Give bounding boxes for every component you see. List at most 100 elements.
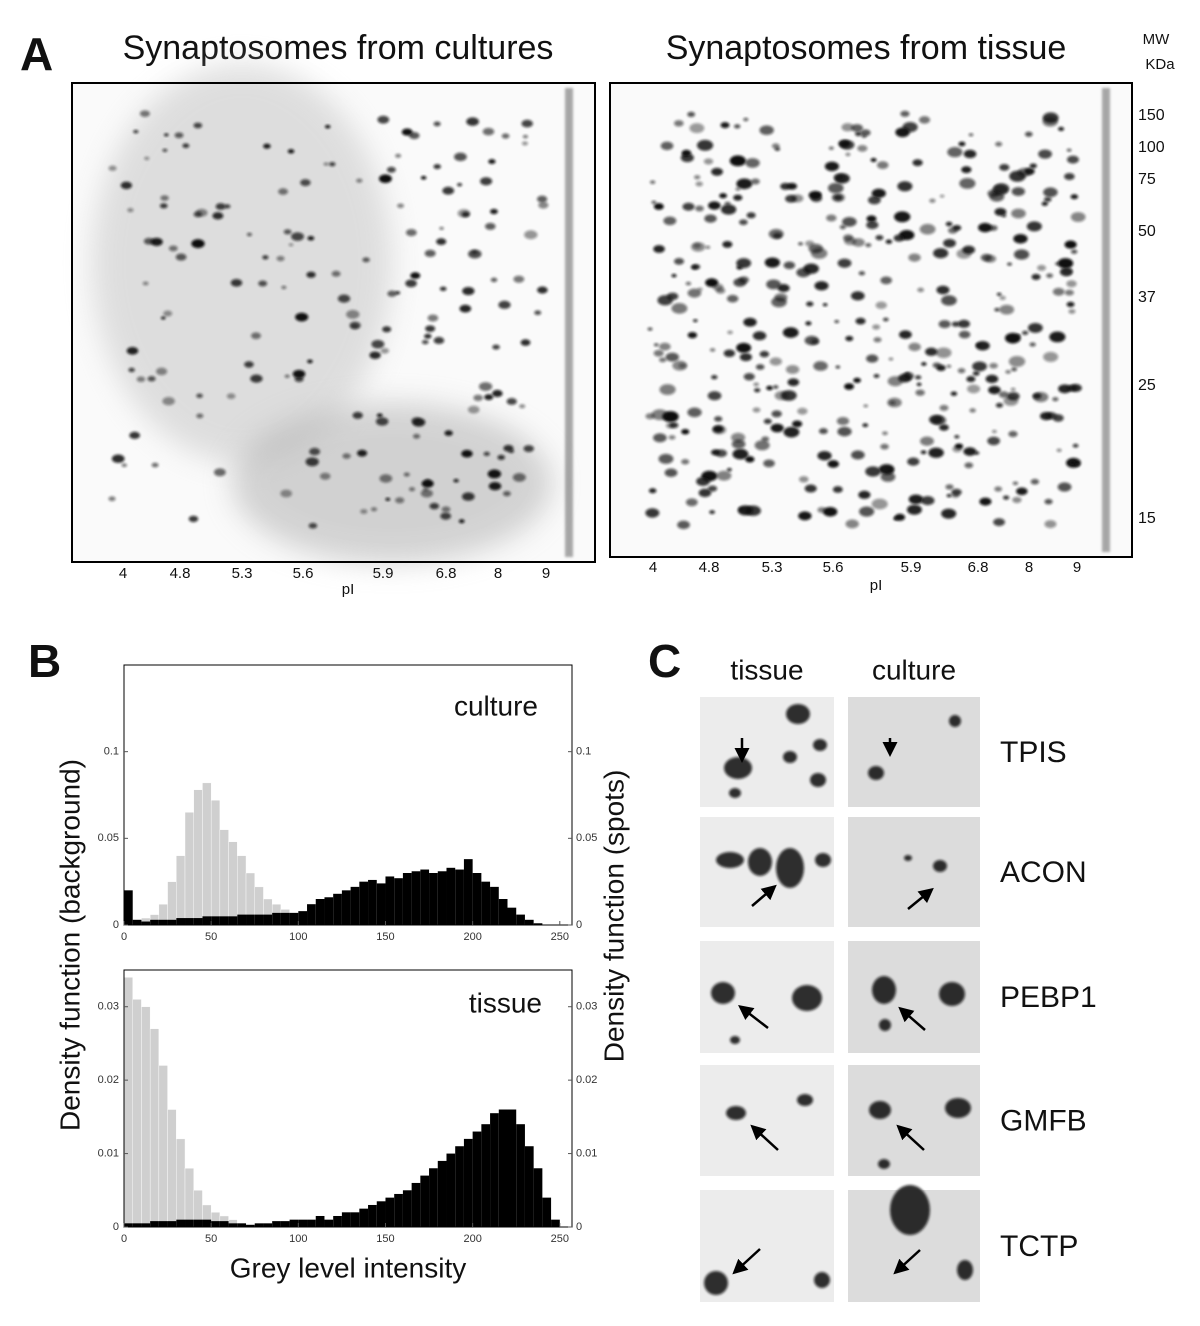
gel-spot [408, 487, 416, 492]
y-tick-label: 0.03 [98, 1001, 119, 1013]
arrow [738, 1004, 769, 1029]
gel-spot [754, 440, 770, 451]
gel-spot [692, 264, 701, 270]
gel-spot [665, 422, 675, 429]
gel-spot [405, 279, 417, 288]
gel-spot [743, 373, 755, 381]
gel-spot [720, 204, 737, 215]
gel-spot [897, 181, 913, 192]
histogram-bar [307, 1219, 316, 1227]
y2-tick-label: 0.02 [576, 1074, 597, 1086]
gel-spot [857, 144, 868, 152]
protein-spot [786, 704, 810, 724]
gel-spot [736, 258, 752, 269]
gel-spot [120, 181, 133, 190]
gel-spot [246, 232, 253, 237]
gel-spot [1011, 208, 1026, 219]
gel-spot [993, 518, 1005, 527]
arrow [907, 887, 934, 910]
gel-spot [196, 413, 204, 419]
gel-spot [842, 216, 857, 227]
gel-spot [681, 429, 690, 435]
gel-spot [697, 287, 703, 292]
gel-spot [726, 468, 732, 472]
gel-spot [136, 376, 146, 383]
gel-spot [871, 188, 886, 199]
gel-spot [723, 349, 736, 358]
gel-spot [766, 279, 781, 290]
gel-spot [439, 226, 444, 230]
y-tick-label: 0.01 [98, 1147, 119, 1159]
mw-header: MW [1143, 31, 1170, 48]
gel-spot [907, 457, 920, 466]
gel-spot [1064, 289, 1074, 296]
gel-spot [882, 317, 889, 322]
histogram-bar [219, 1221, 229, 1227]
gel-spot [126, 346, 139, 355]
gel-spot [708, 201, 721, 210]
protein-spot [878, 1159, 890, 1169]
gel-spot [433, 336, 445, 345]
y-tick-label: 0.05 [98, 832, 119, 844]
gel-spot [899, 330, 912, 339]
histogram-bar [498, 1109, 508, 1227]
gel-spot [429, 502, 440, 510]
gel-spot [817, 450, 832, 461]
gel-spot [645, 508, 660, 518]
gel-spot [420, 175, 427, 180]
gel-spot [425, 325, 436, 333]
gel-spot [947, 147, 963, 158]
gel-spot [919, 223, 936, 235]
histogram-bar [324, 1219, 334, 1227]
gel-spot [860, 129, 871, 137]
gel-spot [108, 496, 116, 502]
gel-spot [306, 271, 316, 278]
gel-spot [139, 110, 150, 118]
gel-spot [663, 216, 677, 226]
gel-spot [873, 337, 882, 343]
gel-spot [980, 253, 992, 262]
gel-spot [193, 122, 203, 129]
gel-spot [908, 494, 924, 505]
gel-spot [487, 469, 502, 479]
gel-spot [961, 166, 972, 174]
gel-spot [906, 504, 922, 515]
gel-spot [872, 324, 881, 330]
column-header: tissue [730, 654, 803, 685]
histogram-bar [463, 859, 473, 925]
spot-crop [848, 1065, 980, 1176]
x-tick-label: 200 [463, 1233, 481, 1245]
gel-spot [262, 255, 269, 260]
gel-spot [714, 416, 723, 422]
protein-spot [945, 1098, 971, 1118]
histogram-bar [167, 1221, 177, 1227]
gel-spot [309, 447, 321, 456]
histogram-bar [228, 841, 238, 926]
gel-spot [813, 361, 828, 371]
gel-spot [766, 385, 773, 391]
gel-spot [1031, 273, 1041, 280]
gel-spot [1066, 148, 1072, 152]
gel-image [71, 63, 596, 563]
gel-spot [824, 161, 840, 172]
gel-spot [894, 211, 911, 223]
histogram-bar [272, 912, 281, 925]
gel-spot [673, 258, 685, 265]
gel-spot [810, 338, 820, 345]
histogram-bar [124, 890, 133, 925]
gel-spot [1029, 342, 1036, 347]
gel-spot [837, 426, 852, 437]
gel-spot [711, 375, 718, 380]
gel-spot [375, 417, 389, 426]
gel-spot [886, 468, 894, 474]
gel-spot [994, 307, 1000, 312]
histogram-bar [376, 883, 386, 925]
gel-spot [128, 367, 135, 373]
gel-spot [682, 202, 695, 211]
gel-spot [707, 485, 718, 492]
gel-spot [659, 342, 671, 351]
gel-spot [454, 152, 467, 162]
gel-spot [121, 463, 128, 468]
histogram-bar [455, 869, 464, 925]
